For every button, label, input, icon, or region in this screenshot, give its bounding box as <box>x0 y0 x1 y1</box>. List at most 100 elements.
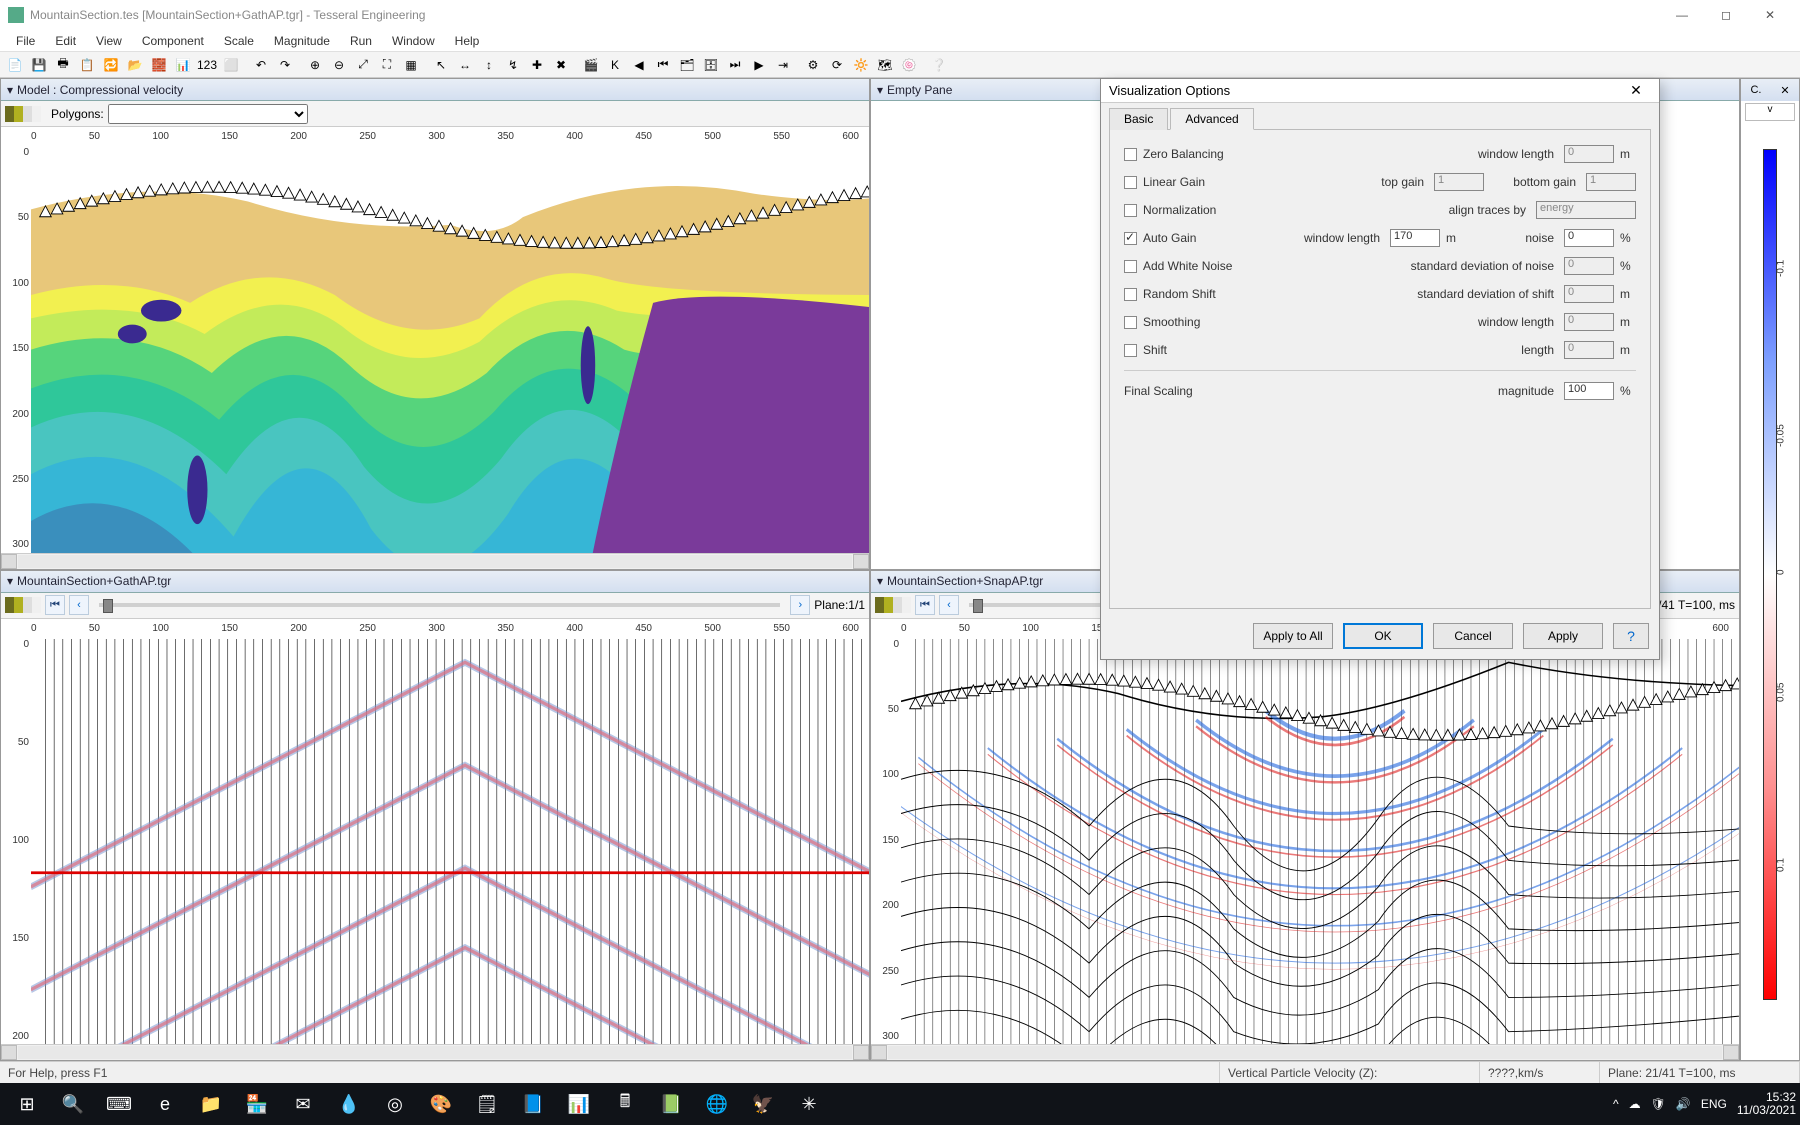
toolbar-button[interactable]: K <box>604 54 626 76</box>
window-minimize-button[interactable]: — <box>1660 0 1704 30</box>
menu-edit[interactable]: Edit <box>45 32 86 50</box>
tray-icon[interactable]: ☁ <box>1629 1097 1641 1111</box>
colorbar-dropdown[interactable]: v <box>1745 103 1795 121</box>
select-align-traces[interactable]: energy <box>1536 201 1636 219</box>
polygons-select[interactable] <box>108 104 308 124</box>
checkbox-zero-balancing[interactable] <box>1124 148 1137 161</box>
step-back-icon[interactable]: ⏮ <box>45 595 65 615</box>
toolbar-button[interactable]: ↯ <box>502 54 524 76</box>
checkbox-linear-gain[interactable] <box>1124 176 1137 189</box>
prev-button[interactable]: ‹ <box>69 595 89 615</box>
tray-icon[interactable]: 🔊 <box>1676 1097 1691 1111</box>
toolbar-button[interactable]: 🔆 <box>850 54 872 76</box>
palette-swatches[interactable] <box>875 597 911 613</box>
toolbar-button[interactable]: 🎬 <box>580 54 602 76</box>
taskbar-app-icon[interactable]: ◎ <box>372 1083 418 1125</box>
toolbar-button[interactable]: 🔁 <box>100 54 122 76</box>
gath-plot[interactable] <box>31 639 870 1062</box>
input-field[interactable]: 0 <box>1564 285 1614 303</box>
colorbar-close-button[interactable]: ✕ <box>1780 84 1789 97</box>
toolbar-button[interactable]: ⛶ <box>376 54 398 76</box>
help-button[interactable]: ? <box>1613 623 1649 649</box>
taskbar-clock[interactable]: 15:32 11/03/2021 <box>1737 1091 1796 1117</box>
taskbar-app-icon[interactable]: ⌨ <box>96 1083 142 1125</box>
apply-button[interactable]: Apply <box>1523 623 1603 649</box>
menu-component[interactable]: Component <box>132 32 214 50</box>
step-back-icon[interactable]: ⏮ <box>915 595 935 615</box>
toolbar-button[interactable]: ⇥ <box>772 54 794 76</box>
plane-slider[interactable] <box>99 603 780 607</box>
taskbar-app-icon[interactable]: 🔍 <box>50 1083 96 1125</box>
prev-button[interactable]: ‹ <box>939 595 959 615</box>
menu-run[interactable]: Run <box>340 32 382 50</box>
palette-swatches[interactable] <box>5 597 41 613</box>
taskbar-app-icon[interactable]: 🌐 <box>694 1083 740 1125</box>
input-magnitude[interactable]: 100 <box>1564 382 1614 400</box>
input-field[interactable]: 0 <box>1564 229 1614 247</box>
toolbar-button[interactable]: 📋 <box>76 54 98 76</box>
dialog-titlebar[interactable]: Visualization Options ✕ <box>1101 79 1659 103</box>
toolbar-button[interactable]: ▶ <box>748 54 770 76</box>
toolbar-button[interactable]: ⏮ <box>652 54 674 76</box>
snap-hscroll[interactable] <box>871 1044 1739 1060</box>
toolbar-button[interactable]: ↖ <box>430 54 452 76</box>
window-close-button[interactable]: ✕ <box>1748 0 1792 30</box>
window-maximize-button[interactable]: ◻ <box>1704 0 1748 30</box>
taskbar-app-icon[interactable]: 💧 <box>326 1083 372 1125</box>
input-field[interactable]: 0 <box>1564 257 1614 275</box>
menu-file[interactable]: File <box>6 32 45 50</box>
pane-model-title[interactable]: ▾ Model : Compressional velocity <box>1 79 869 101</box>
toolbar-button[interactable]: ⏭ <box>724 54 746 76</box>
checkbox-shift[interactable] <box>1124 344 1137 357</box>
apply-to-all-button[interactable]: Apply to All <box>1253 623 1333 649</box>
taskbar-app-icon[interactable]: 🏪 <box>234 1083 280 1125</box>
toolbar-button[interactable]: ↷ <box>274 54 296 76</box>
toolbar-button[interactable]: 🗂 <box>676 54 698 76</box>
toolbar-button[interactable]: ↔ <box>454 54 476 76</box>
input-field[interactable]: 1 <box>1586 173 1636 191</box>
toolbar-button[interactable]: ⊕ <box>304 54 326 76</box>
colorbar-mode-button[interactable]: C. <box>1750 84 1761 96</box>
toolbar-button[interactable]: ✚ <box>526 54 548 76</box>
taskbar-app-icon[interactable]: 🎨 <box>418 1083 464 1125</box>
taskbar-app-icon[interactable]: 📗 <box>648 1083 694 1125</box>
toolbar-button[interactable]: ✖ <box>550 54 572 76</box>
menu-help[interactable]: Help <box>445 32 490 50</box>
toolbar-button[interactable]: ⟳ <box>826 54 848 76</box>
checkbox-smoothing[interactable] <box>1124 316 1137 329</box>
checkbox-random-shift[interactable] <box>1124 288 1137 301</box>
tab-advanced[interactable]: Advanced <box>1170 108 1253 130</box>
toolbar-button[interactable]: 📊 <box>172 54 194 76</box>
cancel-button[interactable]: Cancel <box>1433 623 1513 649</box>
toolbar-button[interactable]: 📂 <box>124 54 146 76</box>
toolbar-button[interactable]: ◀ <box>628 54 650 76</box>
tab-basic[interactable]: Basic <box>1109 108 1168 130</box>
pane-gath-title[interactable]: ▾ MountainSection+GathAP.tgr <box>1 571 869 593</box>
snap-plot[interactable] <box>901 639 1740 1062</box>
toolbar-button[interactable]: ⤢ <box>352 54 374 76</box>
input-field[interactable]: 0 <box>1564 341 1614 359</box>
toolbar-button[interactable]: 💾 <box>28 54 50 76</box>
menu-magnitude[interactable]: Magnitude <box>264 32 340 50</box>
toolbar-button[interactable]: 🗄 <box>700 54 722 76</box>
tray-icon[interactable]: ^ <box>1613 1097 1619 1111</box>
toolbar-button[interactable]: 123 <box>196 54 218 76</box>
next-button[interactable]: › <box>790 595 810 615</box>
palette-swatches[interactable] <box>5 106 41 122</box>
toolbar-button[interactable]: ❔ <box>928 54 950 76</box>
toolbar-button[interactable]: ↕ <box>478 54 500 76</box>
toolbar-button[interactable]: 🧱 <box>148 54 170 76</box>
taskbar-app-icon[interactable]: ⊞ <box>4 1083 50 1125</box>
taskbar-app-icon[interactable]: 🗒 <box>464 1083 510 1125</box>
toolbar-button[interactable]: ⬜ <box>220 54 242 76</box>
menu-view[interactable]: View <box>86 32 132 50</box>
taskbar-app-icon[interactable]: ✉ <box>280 1083 326 1125</box>
checkbox-add-white-noise[interactable] <box>1124 260 1137 273</box>
toolbar-button[interactable]: ↶ <box>250 54 272 76</box>
toolbar-button[interactable]: 🍥 <box>898 54 920 76</box>
toolbar-button[interactable]: ⚙ <box>802 54 824 76</box>
taskbar-app-icon[interactable]: 🦅 <box>740 1083 786 1125</box>
taskbar-app-icon[interactable]: ✳ <box>786 1083 832 1125</box>
toolbar-button[interactable]: 🗺 <box>874 54 896 76</box>
taskbar-app-icon[interactable]: 📁 <box>188 1083 234 1125</box>
